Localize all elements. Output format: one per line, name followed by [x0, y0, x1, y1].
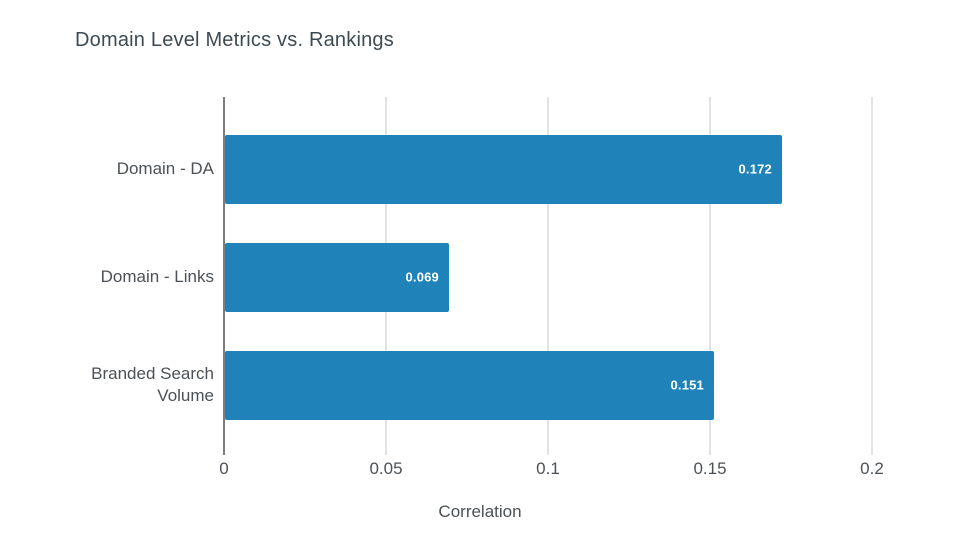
x-tick-label: 0.2 [860, 459, 884, 478]
category-label: Domain - DA [116, 159, 214, 178]
bar: 0.172 [225, 134, 782, 204]
bar: 0.151 [225, 350, 714, 420]
chart-title: Domain Level Metrics vs. Rankings [75, 29, 394, 51]
category-label: Domain - Links [100, 267, 214, 286]
zero-axis-line [223, 97, 225, 455]
bar: 0.069 [225, 242, 449, 312]
category-label: Branded Search Volume [91, 364, 214, 405]
bar-value-label: 0.069 [405, 269, 439, 285]
bar-value-label: 0.172 [738, 161, 772, 177]
x-axis-title: Correlation [438, 502, 522, 521]
gridline [871, 97, 873, 455]
bar-value-label: 0.151 [670, 377, 704, 393]
x-tick-label: 0.05 [369, 459, 403, 478]
x-tick-label: 0.15 [693, 459, 727, 478]
x-tick-label: 0 [219, 459, 229, 478]
gridline [547, 97, 549, 455]
x-tick-label: 0.1 [536, 459, 560, 478]
gridline [709, 97, 711, 455]
